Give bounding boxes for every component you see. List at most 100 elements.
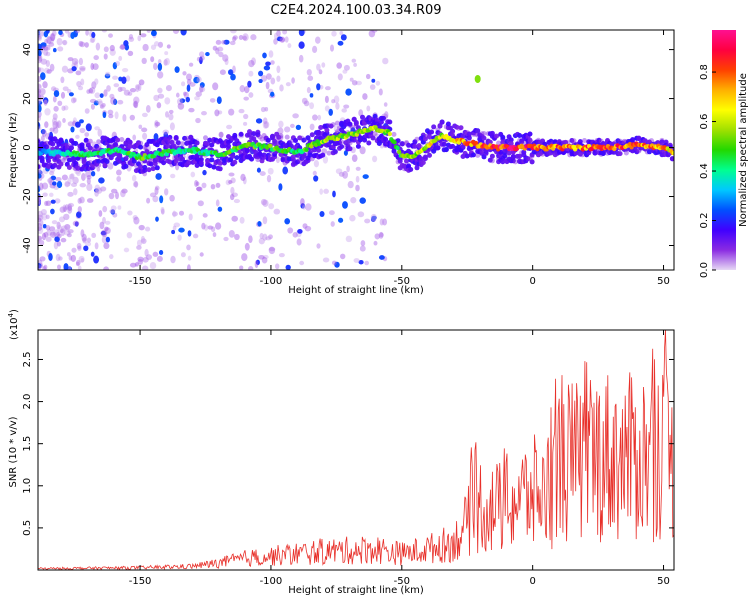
- spectrogram-y-ticks: 40 20 0 -20 -40: [22, 43, 674, 254]
- spectrogram-cell: [203, 224, 209, 231]
- spectrogram-cell: [70, 254, 77, 262]
- spectrogram-cell: [466, 135, 472, 141]
- spectrogram-cell: [345, 138, 351, 144]
- spectrogram-cell: [359, 197, 366, 204]
- spectrogram-cell: [38, 126, 42, 131]
- spectrogram-cell: [142, 164, 148, 170]
- spectrogram-cell: [230, 186, 235, 195]
- spectrogram-cell: [422, 154, 428, 160]
- spectrogram-cell: [276, 30, 281, 37]
- spectrogram-cell: [255, 259, 260, 266]
- spectrogram-cell: [209, 142, 215, 148]
- spectrogram-cell: [255, 157, 261, 163]
- spectrogram-cell: [217, 110, 223, 115]
- spectrogram-cell: [180, 141, 185, 147]
- spectrogram-cell: [280, 157, 286, 163]
- spectrogram-cell: [169, 194, 175, 202]
- spectrogram-cell: [274, 32, 278, 40]
- spectrogram-cell: [52, 30, 57, 37]
- spectrogram-cell: [300, 203, 305, 209]
- spectrogram-cell: [168, 109, 174, 114]
- spectrogram-cell: [160, 208, 165, 215]
- spectrogram-cell: [172, 210, 177, 218]
- spectrogram-cell: [66, 157, 72, 163]
- spectrogram-cell: [481, 135, 487, 141]
- spectrogram-cell: [124, 44, 130, 51]
- spectrogram-cell: [257, 220, 262, 227]
- spectrogram-cell: [331, 99, 336, 104]
- spectrogram-cell: [474, 75, 481, 83]
- spectrogram-cell: [58, 256, 63, 261]
- spectrogram-cell: [305, 135, 311, 141]
- spectrogram-cell: [362, 174, 369, 179]
- spectrogram-cell: [50, 199, 56, 204]
- spectrogram-cell: [265, 152, 271, 158]
- spectrogram-cell: [345, 88, 352, 96]
- spectrogram-cell: [38, 90, 41, 99]
- spectrogram-cell: [101, 30, 108, 33]
- spectrogram-cell: [251, 57, 256, 66]
- spectrogram-cell: [238, 108, 245, 114]
- spectrogram-cell: [68, 92, 74, 97]
- spectrogram-cell: [40, 128, 46, 135]
- spectrogram-cell: [100, 230, 107, 236]
- spectrogram-cell: [113, 141, 118, 147]
- spectrogram-cell: [366, 105, 371, 112]
- spectrogram-cell: [251, 131, 257, 137]
- spectrogram-cell: [232, 132, 238, 138]
- spectrogram-cell: [49, 170, 55, 176]
- spectrogram-cell: [199, 252, 204, 257]
- spectrogram-cell: [173, 158, 179, 164]
- spectrogram-cell: [104, 159, 110, 164]
- spectrogram-cell: [600, 141, 606, 146]
- spectrogram-cell: [287, 43, 292, 49]
- spectrogram-cell: [226, 124, 233, 130]
- spectrogram-cell: [392, 140, 397, 145]
- spectrogram-cell: [169, 139, 175, 145]
- spectrogram-cell: [471, 152, 476, 158]
- spectrogram-cell: [69, 173, 74, 179]
- spectrogram-cell: [336, 62, 342, 69]
- spectrogram-cell: [397, 149, 402, 155]
- spectrogram-cell: [659, 139, 665, 145]
- spectrogram-cell: [195, 181, 200, 186]
- snr-y-multiplier: (x104): [7, 309, 20, 340]
- spectrogram-cell: [43, 46, 49, 51]
- spectrogram-cell: [186, 160, 192, 166]
- spectrogram-cell: [40, 58, 48, 65]
- spectrogram-cell: [83, 245, 89, 252]
- colorbar-label: Normalized spectral amplitude: [738, 73, 749, 227]
- spectrogram-cell: [43, 144, 49, 150]
- spectrogram-cell: [282, 30, 288, 35]
- spectrogram-cell: [67, 203, 73, 212]
- spectrogram-cell: [273, 208, 281, 215]
- spectrogram-cell: [79, 142, 85, 148]
- spectrogram-cell: [157, 41, 164, 48]
- spectrogram-cell: [53, 241, 59, 250]
- spectrogram-cell: [262, 199, 269, 207]
- spectrogram-cell: [38, 66, 42, 73]
- spectrogram-cell: [72, 220, 80, 227]
- spectrogram-cell: [301, 205, 307, 210]
- spectrogram-cell: [309, 93, 314, 98]
- spectrogram-cell: [109, 254, 114, 260]
- spectrogram-cell: [351, 80, 358, 86]
- spectrogram-cell: [132, 134, 137, 141]
- spectrogram-cell: [301, 137, 307, 143]
- spectrogram-cell: [219, 69, 226, 75]
- spectrogram-cell: [86, 177, 91, 185]
- spectrogram-cell: [427, 134, 432, 140]
- spectrogram-cell: [135, 85, 140, 93]
- spectrogram-cell: [301, 153, 307, 159]
- spectrogram-cell: [429, 129, 435, 135]
- spectrogram-cell: [228, 229, 235, 238]
- spectrogram-cell: [324, 127, 330, 133]
- spectrogram-cell: [231, 215, 238, 222]
- spectrogram-cell: [136, 140, 141, 146]
- spectrogram-cell: [196, 56, 201, 62]
- spectrogram-panel: -150 -100 -50 0 50 40 20 0 -20 -40 Height of str…: [8, 29, 675, 296]
- spectrogram-cell: [340, 253, 346, 260]
- spectrogram-cell: [43, 231, 49, 238]
- y-tick-label: 0: [22, 144, 33, 150]
- spectrogram-cell: [285, 82, 291, 87]
